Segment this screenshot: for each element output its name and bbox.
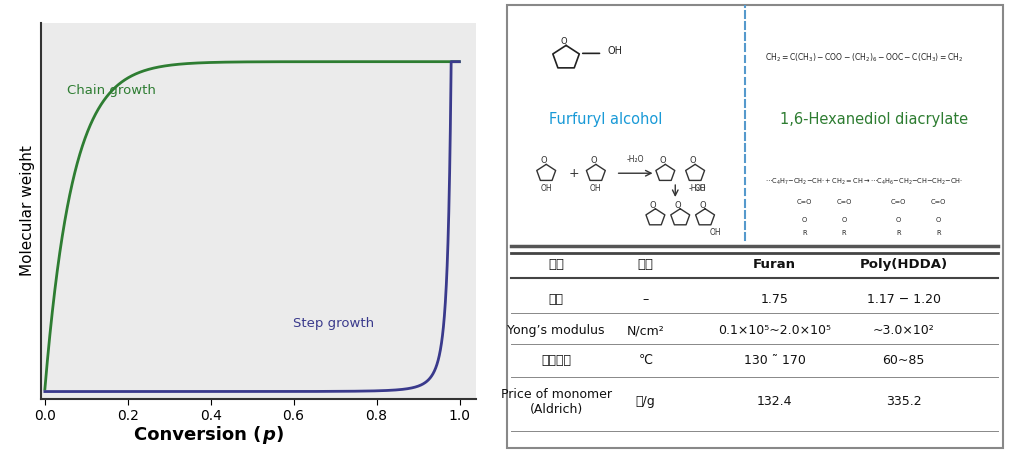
Text: ℃: ℃ [638,354,652,367]
Text: O: O [540,156,547,165]
Text: 원/g: 원/g [635,395,655,408]
Text: –: – [642,293,648,306]
Text: 1,6-Hexanediol diacrylate: 1,6-Hexanediol diacrylate [780,112,967,127]
Text: R: R [802,231,806,236]
Text: O: O [590,156,597,165]
Text: 성질: 성질 [548,258,564,271]
Text: Price of monomer
(Aldrich): Price of monomer (Aldrich) [500,388,612,416]
Text: R: R [842,231,846,236]
Text: ): ) [276,426,284,444]
Text: O: O [675,201,681,210]
Text: C=O: C=O [837,199,852,205]
Text: O: O [560,37,567,46]
Text: OH: OH [709,228,721,237]
Text: C=O: C=O [796,199,812,205]
Text: -H₂O: -H₂O [689,184,706,193]
Text: 60~85: 60~85 [882,354,925,367]
Text: O: O [689,156,696,165]
Text: 내열온도: 내열온도 [541,354,571,367]
Text: $\mathregular{\cdots C_4H_7{-}CH_2{-}CH{\cdot} + CH_2{=}CH{\rightarrow} \cdots C: $\mathregular{\cdots C_4H_7{-}CH_2{-}CH{… [765,177,963,187]
Text: p: p [262,426,275,444]
Text: Furan: Furan [753,258,796,271]
Text: OH: OH [607,46,622,56]
Text: R: R [897,231,901,236]
Text: Poly(HDDA): Poly(HDDA) [860,258,947,271]
Text: N/cm²: N/cm² [627,324,665,337]
Text: O: O [649,201,656,210]
Text: O: O [699,201,706,210]
Text: ~3.0×10²: ~3.0×10² [873,324,934,337]
Text: OH: OH [590,184,602,193]
Text: O: O [897,217,902,223]
Text: OH: OH [694,184,706,193]
Text: OH: OH [540,184,552,193]
Text: Conversion (: Conversion ( [134,426,261,444]
Text: O: O [659,156,667,165]
Y-axis label: Molecular weight: Molecular weight [20,145,35,276]
Text: Step growth: Step growth [293,317,374,330]
Text: R: R [936,231,941,236]
Text: Yong’s modulus: Yong’s modulus [508,324,605,337]
Text: 1.17 − 1.20: 1.17 − 1.20 [866,293,941,306]
Text: 1.75: 1.75 [761,293,788,306]
Text: 0.1×10⁵~2.0×10⁵: 0.1×10⁵~2.0×10⁵ [718,324,831,337]
Text: 132.4: 132.4 [757,395,792,408]
Text: O: O [801,217,807,223]
Text: Furfuryl alcohol: Furfuryl alcohol [549,112,663,127]
Text: O: O [936,217,941,223]
Text: 단위: 단위 [637,258,653,271]
Text: C=O: C=O [931,199,946,205]
Text: -H₂O: -H₂O [627,155,644,164]
Text: 335.2: 335.2 [885,395,922,408]
Text: C=O: C=O [891,199,907,205]
Text: O: O [842,217,847,223]
Text: 비중: 비중 [549,293,563,306]
Text: 130 ˜ 170: 130 ˜ 170 [744,354,805,367]
Text: $\mathregular{CH_2=C(CH_3)-COO-(CH_2)_6-OOC-C(CH_3)=CH_2}$: $\mathregular{CH_2=C(CH_3)-COO-(CH_2)_6-… [765,52,963,64]
Text: Chain growth: Chain growth [67,84,156,97]
Text: +: + [568,167,578,180]
